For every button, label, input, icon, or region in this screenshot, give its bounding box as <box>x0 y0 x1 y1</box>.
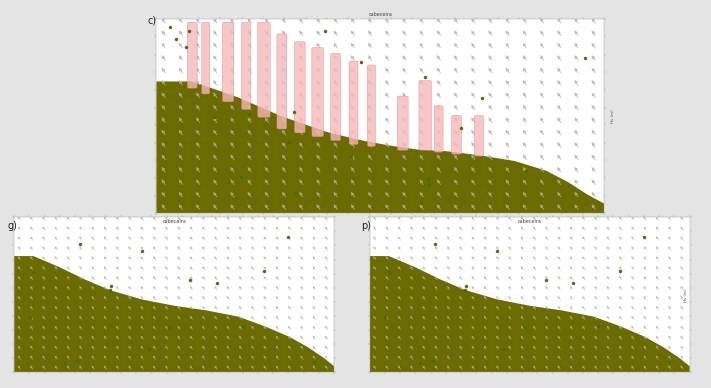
FancyBboxPatch shape <box>349 61 358 145</box>
FancyBboxPatch shape <box>294 42 305 133</box>
Text: p): p) <box>361 221 371 231</box>
FancyBboxPatch shape <box>419 81 432 151</box>
FancyBboxPatch shape <box>242 23 250 110</box>
FancyBboxPatch shape <box>277 34 287 129</box>
FancyBboxPatch shape <box>474 116 483 156</box>
FancyBboxPatch shape <box>187 23 197 88</box>
FancyBboxPatch shape <box>331 54 341 141</box>
FancyBboxPatch shape <box>434 106 443 152</box>
FancyBboxPatch shape <box>397 96 408 151</box>
FancyBboxPatch shape <box>312 48 324 137</box>
FancyBboxPatch shape <box>202 23 210 94</box>
Text: c): c) <box>148 16 157 26</box>
Text: cabeceira: cabeceira <box>518 219 542 224</box>
FancyBboxPatch shape <box>257 23 270 117</box>
Text: Hs (m): Hs (m) <box>684 288 688 302</box>
Text: g): g) <box>7 221 17 231</box>
Polygon shape <box>156 81 604 213</box>
FancyBboxPatch shape <box>368 65 375 147</box>
Text: cabeceira: cabeceira <box>162 219 186 224</box>
Text: Hs (m): Hs (m) <box>611 109 615 123</box>
FancyBboxPatch shape <box>223 23 234 102</box>
FancyBboxPatch shape <box>451 116 461 154</box>
Text: cabeceira: cabeceira <box>368 12 392 17</box>
Polygon shape <box>14 256 334 372</box>
Polygon shape <box>370 256 690 372</box>
